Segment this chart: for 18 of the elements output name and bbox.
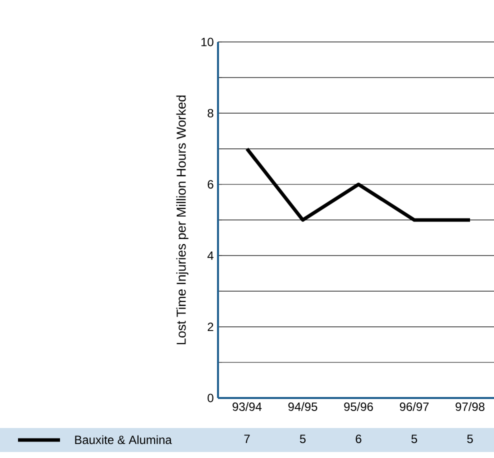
y-axis-title: Lost Time Injuries per Million Hours Worked (176, 96, 188, 344)
y-tick-label: 8 (208, 108, 214, 118)
x-tick-label: 95/96 (344, 402, 373, 411)
data-label: 7 (244, 434, 250, 443)
data-label: 5 (300, 434, 306, 444)
data-label: 5 (467, 434, 473, 444)
y-tick-label: 10 (201, 38, 214, 46)
x-tick-label: 93/94 (232, 402, 262, 411)
legend-label: Bauxite & Alumina (75, 435, 172, 444)
x-tick-label: 94/95 (288, 402, 318, 411)
x-tick-label: 97/98 (456, 402, 484, 411)
y-tick-label: 6 (208, 180, 214, 189)
x-tick-label: 96/97 (400, 402, 429, 411)
y-tick-label: 0 (208, 394, 214, 402)
y-tick-label: 4 (207, 251, 214, 260)
data-label: 5 (411, 434, 418, 444)
y-tick-label: 2 (208, 322, 214, 331)
data-label: 6 (356, 434, 362, 444)
